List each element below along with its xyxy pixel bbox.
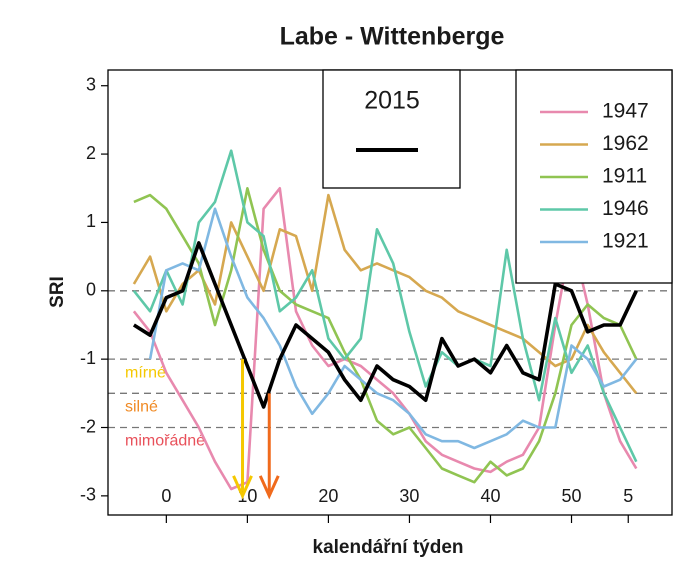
series-line [132,149,638,463]
x-axis-label: kalendářní týden [313,537,464,558]
legend-label: 1962 [602,132,649,155]
threshold-label: silné [125,399,158,416]
series-line [132,241,638,409]
series-line [133,187,638,484]
y-tick-label: -1 [80,348,96,368]
x-tick-label: 0 [161,486,171,506]
y-axis-label: SRI [47,276,68,308]
series-line [132,187,638,491]
y-tick-label: -3 [80,485,96,505]
legend-label: 1911 [602,165,647,188]
x-tick-label: 20 [318,486,338,506]
legend-label: 1946 [602,197,649,220]
y-tick-label: 2 [86,143,96,163]
x-tick-label: 30 [399,486,419,506]
legend-box [322,69,461,189]
x-tick-label: 5 [623,486,633,506]
threshold-label: mimořádné [125,433,205,450]
y-tick-label: -2 [80,416,96,436]
legend-label: 1947 [602,100,649,123]
y-tick-label: 1 [86,211,96,231]
chart-title: Labe - Wittenberge [280,23,505,51]
y-tick-label: 3 [86,74,96,94]
threshold-label: mírné [125,364,166,381]
series-line [148,207,638,450]
y-tick-label: 0 [86,280,96,300]
legend-label: 1921 [602,230,649,253]
arrow-head [232,475,253,500]
x-tick-label: 50 [562,486,582,506]
arrow-head [258,475,280,500]
legend-label: 2015 [364,87,420,115]
x-tick-label: 40 [480,486,500,506]
